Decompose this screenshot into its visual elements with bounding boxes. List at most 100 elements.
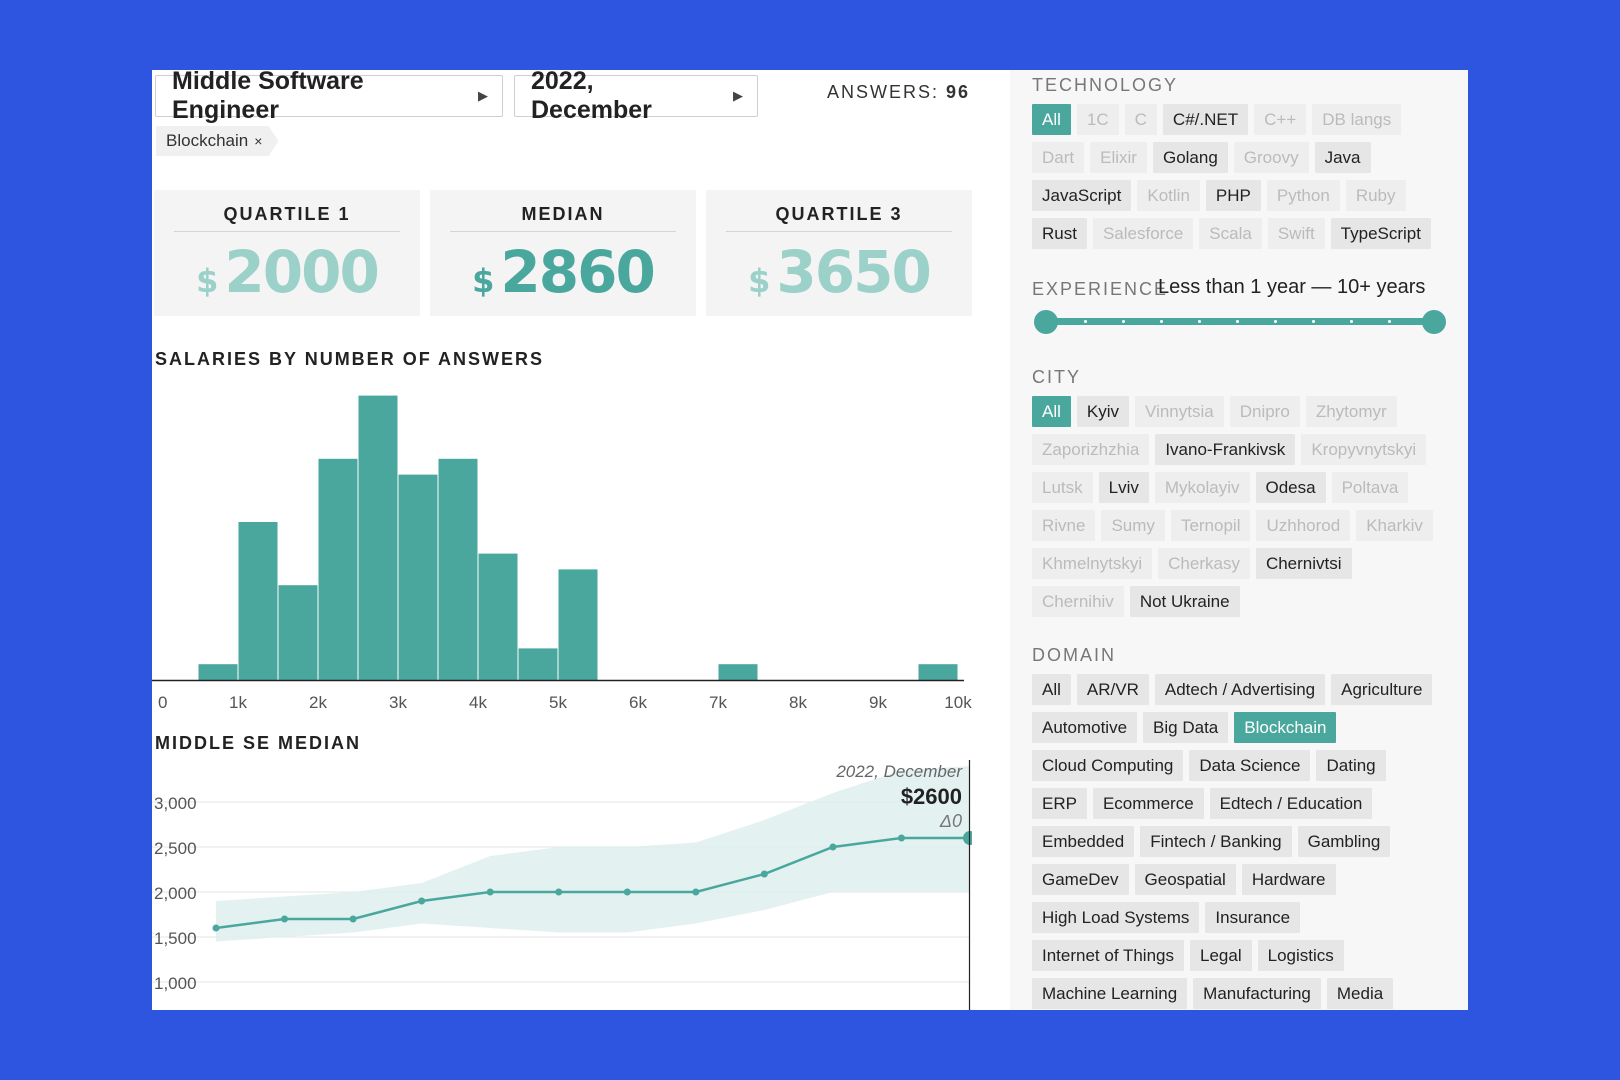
domain-tag-dating[interactable]: Dating <box>1316 750 1386 781</box>
city-tag-chernihiv[interactable]: Chernihiv <box>1032 586 1124 617</box>
median-point[interactable] <box>555 888 563 896</box>
city-tag-sumy[interactable]: Sumy <box>1101 510 1165 541</box>
technology-tag-typescript[interactable]: TypeScript <box>1330 218 1431 249</box>
city-tag-dnipro[interactable]: Dnipro <box>1229 396 1300 427</box>
domain-tag-logistics[interactable]: Logistics <box>1257 940 1344 971</box>
remove-filter-icon[interactable]: × <box>254 133 263 149</box>
technology-tag-rust[interactable]: Rust <box>1032 218 1087 249</box>
x-tick-label: 0 <box>158 693 167 712</box>
quartile3-amount: 3650 <box>776 238 931 306</box>
technology-tag-all[interactable]: All <box>1032 104 1071 135</box>
median-point[interactable] <box>486 888 494 896</box>
domain-tag-media[interactable]: Media <box>1326 978 1394 1009</box>
city-tag-zhytomyr[interactable]: Zhytomyr <box>1305 396 1397 427</box>
median-point[interactable] <box>623 888 631 896</box>
technology-tag-c[interactable]: C <box>1124 104 1157 135</box>
city-tag-zaporizhzhia[interactable]: Zaporizhzhia <box>1032 434 1150 465</box>
median-point[interactable] <box>829 843 837 851</box>
city-tag-poltava[interactable]: Poltava <box>1331 472 1409 503</box>
domain-tag-hardware[interactable]: Hardware <box>1241 864 1336 895</box>
technology-tag-c[interactable]: C++ <box>1254 104 1307 135</box>
answers-label: ANSWERS: <box>826 82 939 102</box>
median-point[interactable] <box>897 834 905 842</box>
domain-tag-blockchain[interactable]: Blockchain <box>1234 712 1337 743</box>
city-tag-uzhhorod[interactable]: Uzhhorod <box>1256 510 1351 541</box>
city-tag-kharkiv[interactable]: Kharkiv <box>1356 510 1433 541</box>
median-point[interactable] <box>212 924 220 932</box>
slider-step-dot <box>1122 320 1125 323</box>
domain-tag-insurance[interactable]: Insurance <box>1205 902 1301 933</box>
domain-tag-geospatial[interactable]: Geospatial <box>1134 864 1236 895</box>
domain-tag-ecommerce[interactable]: Ecommerce <box>1092 788 1204 819</box>
experience-min-handle[interactable] <box>1034 310 1058 334</box>
technology-tag-python[interactable]: Python <box>1266 180 1340 211</box>
city-tag-odesa[interactable]: Odesa <box>1255 472 1326 503</box>
city-tag-rivne[interactable]: Rivne <box>1032 510 1096 541</box>
domain-tag-all[interactable]: All <box>1032 674 1071 705</box>
domain-tag-edtech-education[interactable]: Edtech / Education <box>1209 788 1373 819</box>
technology-tag-java[interactable]: Java <box>1314 142 1371 173</box>
city-tag-ivano-frankivsk[interactable]: Ivano-Frankivsk <box>1155 434 1296 465</box>
city-tag-all[interactable]: All <box>1032 396 1071 427</box>
domain-tag-cloud-computing[interactable]: Cloud Computing <box>1032 750 1184 781</box>
experience-slider-track[interactable] <box>1046 318 1428 325</box>
domain-tag-legal[interactable]: Legal <box>1190 940 1252 971</box>
city-tag-kyiv[interactable]: Kyiv <box>1076 396 1130 427</box>
domain-tag-data-science[interactable]: Data Science <box>1189 750 1311 781</box>
period-selector[interactable]: 2022, December ▶ <box>514 70 758 124</box>
technology-tag-kotlin[interactable]: Kotlin <box>1137 180 1200 211</box>
domain-tag-automotive[interactable]: Automotive <box>1032 712 1138 743</box>
technology-tag-ruby[interactable]: Ruby <box>1345 180 1406 211</box>
domain-tag-manufacturing[interactable]: Manufacturing <box>1193 978 1321 1009</box>
median-point[interactable] <box>281 915 289 923</box>
position-label: Middle Software Engineer <box>172 70 364 124</box>
technology-tag-elixir[interactable]: Elixir <box>1090 142 1147 173</box>
city-tag-cherkasy[interactable]: Cherkasy <box>1158 548 1250 579</box>
domain-tag-gamedev[interactable]: GameDev <box>1032 864 1129 895</box>
domain-tag-machine-learning[interactable]: Machine Learning <box>1032 978 1188 1009</box>
city-tag-mykolayiv[interactable]: Mykolayiv <box>1154 472 1250 503</box>
technology-tag-salesforce[interactable]: Salesforce <box>1092 218 1194 249</box>
technology-tag-swift[interactable]: Swift <box>1267 218 1325 249</box>
domain-tag-fintech-banking[interactable]: Fintech / Banking <box>1140 826 1292 857</box>
technology-tag-javascript[interactable]: JavaScript <box>1032 180 1132 211</box>
domain-tag-internet-of-things[interactable]: Internet of Things <box>1032 940 1184 971</box>
city-tag-kropyvnytskyi[interactable]: Kropyvnytskyi <box>1301 434 1427 465</box>
median-amount: 2860 <box>500 238 655 306</box>
city-tag-lviv[interactable]: Lviv <box>1098 472 1149 503</box>
city-tag-chernivtsi[interactable]: Chernivtsi <box>1255 548 1352 579</box>
technology-tag-c-net[interactable]: C#/.NET <box>1162 104 1249 135</box>
technology-tag-groovy[interactable]: Groovy <box>1233 142 1309 173</box>
technology-tag-1c[interactable]: 1C <box>1076 104 1119 135</box>
city-tag-not-ukraine[interactable]: Not Ukraine <box>1129 586 1240 617</box>
domain-tag-big-data[interactable]: Big Data <box>1143 712 1229 743</box>
city-tag-khmelnytskyi[interactable]: Khmelnytskyi <box>1032 548 1153 579</box>
histogram-bar <box>238 522 278 680</box>
salary-histogram: 0 1k 2k 3k 4k 5k 6k 7k 8k 9k 10k <box>152 395 972 712</box>
salary-stats: Middle Software Engineer ▶ 2022, Decembe… <box>152 70 972 1010</box>
median-point[interactable] <box>692 888 700 896</box>
median-point[interactable] <box>418 897 426 905</box>
technology-tag-golang[interactable]: Golang <box>1152 142 1228 173</box>
median-point[interactable] <box>760 870 768 878</box>
city-tag-ternopil[interactable]: Ternopil <box>1170 510 1251 541</box>
city-tag-vinnytsia[interactable]: Vinnytsia <box>1135 396 1224 427</box>
technology-tag-scala[interactable]: Scala <box>1199 218 1262 249</box>
domain-tag-ar-vr[interactable]: AR/VR <box>1076 674 1149 705</box>
histogram-bar <box>198 664 238 680</box>
domain-tag-high-load-systems[interactable]: High Load Systems <box>1032 902 1200 933</box>
domain-tag-embedded[interactable]: Embedded <box>1032 826 1135 857</box>
median-confidence-band <box>216 766 970 942</box>
city-tag-lutsk[interactable]: Lutsk <box>1032 472 1093 503</box>
domain-tag-gambling[interactable]: Gambling <box>1297 826 1391 857</box>
technology-tag-dart[interactable]: Dart <box>1032 142 1085 173</box>
position-selector[interactable]: Middle Software Engineer ▶ <box>155 70 503 124</box>
median-point[interactable] <box>349 915 357 923</box>
experience-max-handle[interactable] <box>1422 310 1446 334</box>
domain-tag-agriculture[interactable]: Agriculture <box>1331 674 1433 705</box>
technology-tag-php[interactable]: PHP <box>1205 180 1261 211</box>
technology-tag-db-langs[interactable]: DB langs <box>1312 104 1402 135</box>
currency-symbol: $ <box>748 262 771 300</box>
domain-tag-adtech-advertising[interactable]: Adtech / Advertising <box>1154 674 1326 705</box>
domain-tag-erp[interactable]: ERP <box>1032 788 1087 819</box>
